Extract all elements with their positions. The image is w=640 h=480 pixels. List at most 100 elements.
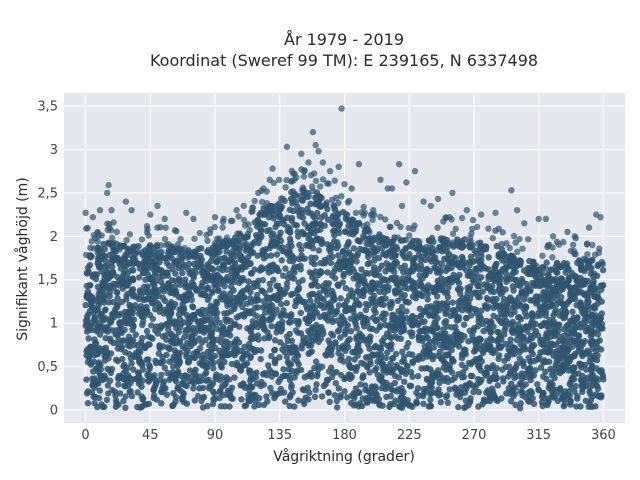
data-point: [152, 327, 159, 334]
data-point: [173, 228, 180, 235]
data-point: [226, 403, 233, 410]
data-point: [324, 284, 332, 292]
data-point: [514, 325, 521, 332]
data-point: [307, 200, 314, 207]
data-point: [100, 299, 108, 306]
data-point: [247, 288, 254, 296]
data-point: [283, 299, 290, 307]
data-point: [498, 240, 505, 248]
data-point: [457, 388, 465, 396]
data-point: [444, 254, 451, 262]
data-point: [146, 363, 154, 370]
data-point: [90, 309, 98, 317]
data-point: [88, 238, 96, 245]
data-point: [421, 318, 428, 325]
data-point: [584, 324, 591, 332]
data-point: [453, 317, 461, 324]
data-point: [265, 269, 273, 276]
data-point: [473, 223, 481, 231]
data-point: [511, 308, 518, 316]
data-point: [263, 188, 270, 195]
data-point: [506, 320, 513, 327]
data-point: [96, 262, 103, 270]
data-point: [411, 319, 419, 326]
data-point: [392, 333, 399, 340]
data-point: [341, 181, 348, 188]
data-point: [234, 230, 241, 237]
data-point: [132, 250, 139, 257]
data-point: [122, 404, 129, 411]
data-point: [360, 203, 367, 211]
data-point: [278, 257, 285, 264]
data-point: [246, 367, 254, 374]
data-point: [379, 362, 387, 369]
data-point: [406, 319, 413, 326]
data-point: [104, 275, 111, 282]
data-point: [216, 319, 223, 327]
data-point: [437, 237, 445, 244]
data-point: [91, 375, 98, 382]
data-point: [116, 374, 124, 382]
data-point: [312, 386, 319, 394]
data-point: [572, 382, 580, 390]
data-point: [112, 397, 120, 404]
data-point: [176, 253, 183, 260]
data-point: [573, 284, 580, 291]
data-point: [261, 289, 268, 297]
data-point: [201, 371, 208, 378]
data-point: [514, 248, 521, 255]
data-point: [460, 373, 468, 381]
data-point: [182, 382, 189, 389]
data-point: [397, 335, 405, 342]
data-point: [460, 351, 467, 358]
data-point: [475, 264, 482, 271]
data-point: [199, 306, 206, 314]
data-point: [401, 378, 408, 385]
data-point: [415, 334, 422, 341]
data-point: [419, 355, 426, 362]
data-point: [88, 359, 95, 366]
data-point: [362, 306, 370, 314]
data-point: [332, 380, 339, 387]
data-point: [432, 389, 439, 397]
data-point: [205, 324, 212, 332]
data-point: [128, 288, 135, 295]
data-point: [253, 380, 261, 387]
data-point: [112, 392, 119, 399]
data-point: [298, 150, 305, 157]
data-point: [402, 254, 409, 261]
data-point: [179, 269, 186, 277]
data-point: [525, 397, 532, 405]
data-point: [263, 208, 270, 215]
data-point: [254, 216, 261, 224]
data-point: [597, 214, 604, 221]
data-point: [323, 352, 330, 359]
data-point: [345, 371, 352, 378]
data-point: [401, 400, 408, 408]
data-point: [183, 296, 191, 304]
data-point: [558, 299, 565, 306]
data-point: [489, 234, 496, 242]
data-point: [330, 268, 338, 275]
data-point: [257, 347, 265, 354]
data-point: [267, 242, 275, 249]
data-point: [146, 311, 154, 319]
data-point: [413, 398, 420, 405]
data-point: [468, 312, 475, 319]
data-point: [550, 312, 557, 319]
data-point: [449, 253, 457, 260]
data-point: [498, 395, 505, 402]
data-point: [476, 362, 483, 369]
data-point: [293, 222, 301, 229]
data-point: [559, 345, 566, 352]
data-point: [307, 342, 315, 349]
data-point: [245, 278, 252, 285]
data-point: [540, 289, 547, 296]
data-point: [85, 335, 92, 342]
data-point: [444, 294, 452, 301]
data-point: [372, 317, 379, 324]
data-point: [321, 256, 329, 264]
data-point: [154, 246, 161, 253]
data-point: [467, 304, 474, 312]
data-point: [495, 343, 502, 350]
